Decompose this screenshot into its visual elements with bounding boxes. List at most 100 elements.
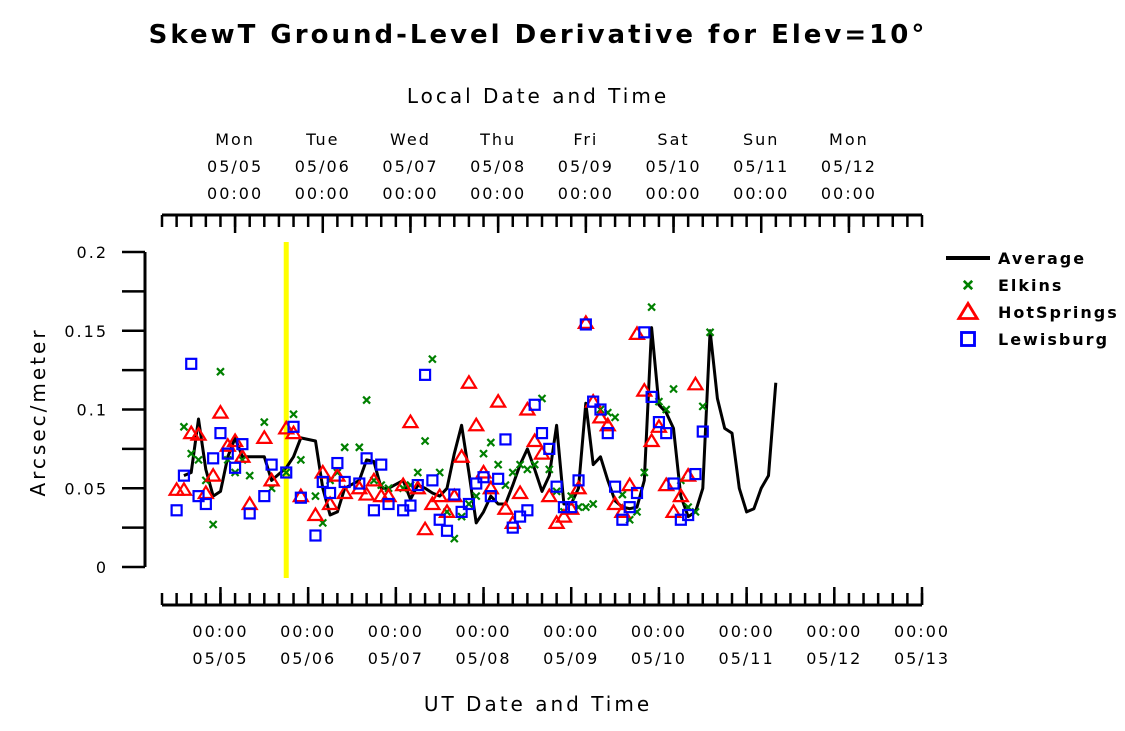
lewisburg-point (287, 420, 300, 433)
plot-area (167, 302, 778, 543)
legend-label: Average (998, 249, 1086, 268)
elkins-point (661, 405, 671, 414)
lewisburg-point (440, 524, 454, 537)
lewisburg-point (353, 477, 366, 490)
hotsprings-point (211, 404, 230, 419)
hotsprings-point (255, 429, 274, 444)
elkins-point (245, 471, 254, 480)
lewisburg-point (170, 504, 183, 517)
elkins-point (216, 367, 225, 376)
hotsprings-point (430, 487, 449, 503)
lewisburg-point (280, 466, 293, 479)
lewisburg-point (360, 452, 373, 465)
lewisburg-point (579, 318, 592, 331)
y-tick-label: 0.05 (64, 479, 108, 498)
elkins-point (260, 417, 269, 427)
bottom-tick-date: 05/10 (631, 649, 687, 668)
lewisburg-point (528, 398, 541, 411)
lewisburg-point (499, 433, 512, 446)
lewisburg-point (243, 507, 256, 520)
lewisburg-point (608, 480, 622, 493)
hotsprings-point (540, 487, 559, 503)
lewisburg-point (228, 461, 242, 474)
hotsprings-point (262, 471, 281, 487)
top-tick-day: Tue (305, 130, 339, 149)
top-tick-date: 05/10 (645, 157, 701, 176)
hotsprings-point (423, 495, 442, 511)
top-tick-date: 05/09 (558, 157, 614, 176)
bottom-tick-time: 00:00 (894, 622, 950, 641)
lewisburg-point (630, 486, 644, 500)
top-tick-time: 00:00 (733, 184, 789, 203)
hotsprings-point (459, 374, 478, 389)
lewisburg-point (411, 479, 424, 492)
lewisburg-point (645, 390, 658, 403)
lewisburg-point (323, 486, 337, 500)
top-tick-day: Fri (573, 130, 598, 149)
top-tick-time: 00:00 (470, 184, 526, 203)
lewisburg-point (638, 326, 651, 339)
lewisburg-point (455, 505, 468, 518)
bottom-tick-time: 00:00 (631, 622, 687, 641)
hotsprings-point (408, 479, 427, 495)
hotsprings-point (204, 467, 223, 482)
elkins-point (581, 502, 591, 512)
elkins-point (362, 395, 371, 405)
lewisburg-point (513, 510, 527, 523)
hotsprings-point (562, 500, 581, 515)
lewisburg-point (433, 513, 446, 526)
series-hotsprings (167, 314, 705, 536)
hotsprings-point (679, 467, 698, 482)
elkins-point (698, 402, 708, 411)
lewisburg-point (426, 474, 439, 487)
hotsprings-point (606, 495, 625, 511)
hotsprings-point (554, 507, 573, 523)
legend-marker (956, 300, 980, 320)
top-tick-time: 00:00 (645, 184, 701, 203)
bottom-tick-date: 05/07 (368, 649, 424, 668)
legend-label: Elkins (998, 276, 1063, 295)
series-lewisburg (170, 318, 709, 542)
hotsprings-point (642, 432, 661, 448)
lewisburg-point (367, 504, 381, 517)
elkins-point (296, 455, 306, 465)
hotsprings-point (628, 325, 646, 340)
hotsprings-point (189, 426, 208, 441)
bottom-tick-time: 00:00 (192, 622, 248, 641)
lewisburg-point (185, 357, 198, 370)
lewisburg-point (594, 403, 607, 416)
legend-swatch-lewisburg (960, 331, 976, 347)
elkins-point (486, 438, 496, 447)
hotsprings-point (525, 432, 544, 448)
elkins-point (208, 520, 218, 529)
top-tick-day: Mon (829, 130, 869, 149)
bottom-tick-time: 00:00 (719, 622, 775, 641)
tick-labels: Mon 05/05 00:00 Tue 05/06 00:00 Wed 05/07 00:00 T… (64, 130, 950, 668)
y-tick-label: 0.15 (64, 322, 108, 341)
top-tick-date: 05/07 (382, 157, 438, 176)
hotsprings-point (657, 476, 676, 492)
bottom-tick-time: 00:00 (455, 622, 511, 641)
elkins-point (413, 468, 423, 477)
hotsprings-point (328, 467, 347, 482)
lewisburg-point (338, 475, 351, 489)
y-tick-label: 0.2 (77, 243, 108, 262)
hotsprings-point (635, 381, 654, 397)
elkins-point (479, 449, 488, 458)
hotsprings-point (489, 393, 508, 408)
elkins-point (493, 460, 503, 469)
hotsprings-point (174, 481, 193, 496)
lewisburg-point (667, 477, 680, 490)
series-average (183, 326, 778, 525)
hotsprings-point (445, 487, 464, 503)
hotsprings-point (394, 476, 413, 492)
lewisburg-point (477, 471, 490, 484)
lewisburg-point (331, 456, 344, 470)
top-axis-title: Local Date and Time (407, 84, 669, 108)
elkins-point (420, 436, 430, 446)
legend-marker-shape (960, 331, 976, 347)
top-tick-day: Sat (657, 130, 689, 149)
top-tick-date: 05/12 (821, 157, 877, 176)
bottom-tick-date: 05/13 (894, 649, 950, 668)
elkins-point (428, 354, 437, 364)
